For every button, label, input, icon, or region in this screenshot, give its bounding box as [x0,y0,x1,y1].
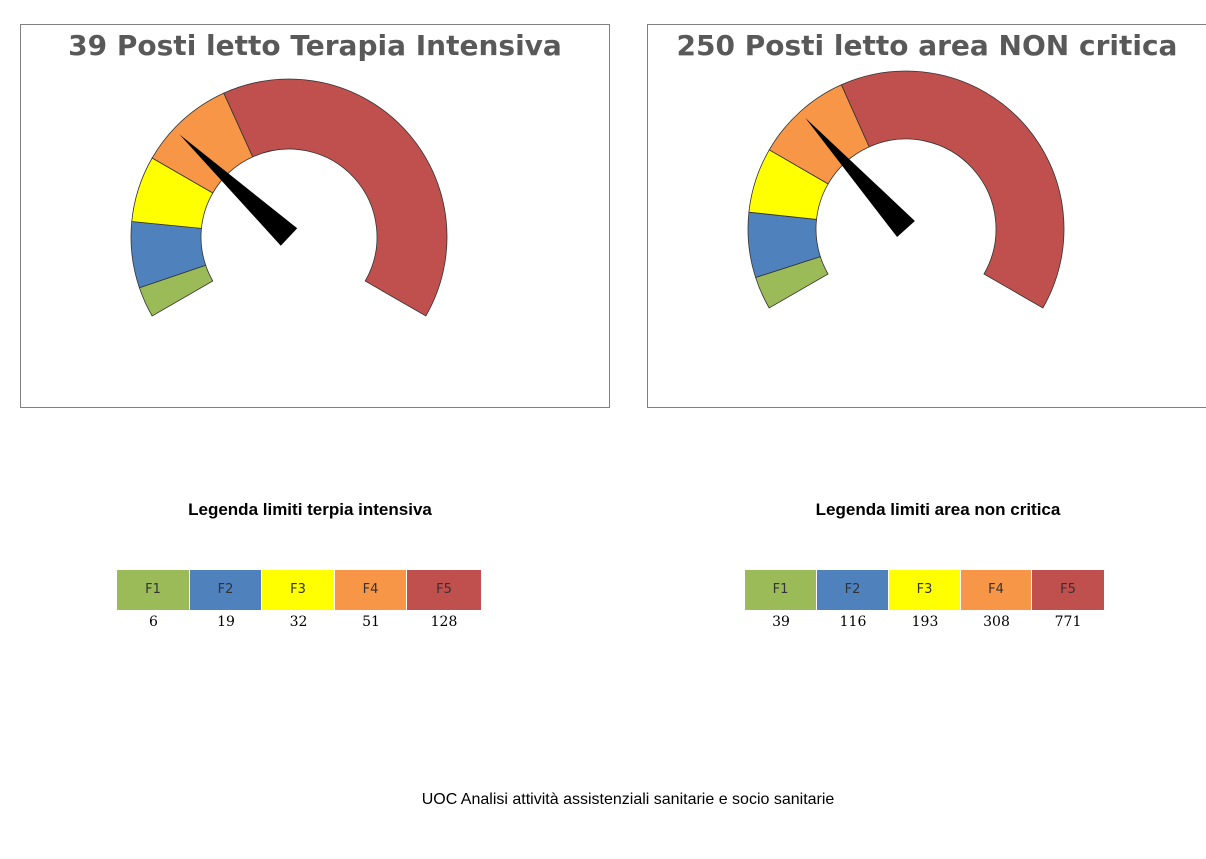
gauge-needle [179,134,298,246]
legend-table-intensive: F1 F2 F3 F4 F5 6 19 32 51 128 [117,570,481,634]
legend-value-f5: 771 [1054,614,1082,630]
gauge-band-f5 [223,78,448,317]
gauge-needle [805,117,915,238]
legend-value-f3: 32 [289,614,308,630]
footer-text: UOC Analisi attività assistenziali sanit… [421,791,835,808]
gauge-title: 39 Posti letto Terapia Intensiva [68,29,562,62]
legend-cell-f1: F1 [745,570,817,610]
legend-title-non-critical: Legenda limiti area non critica [815,500,1061,519]
legend-title-intensive: Legenda limiti terpia intensiva [188,500,432,519]
gauge-band-f5 [840,70,1065,309]
legend-cell-f2: F2 [190,570,262,610]
legend-cell-f2: F2 [817,570,889,610]
legend-value-f2: 19 [217,614,235,630]
gauge-title: 250 Posti letto area NON critica [676,29,1178,62]
legend-value-f1: 6 [149,614,158,630]
legend-value-f2: 116 [839,614,867,630]
gauge-panel-non-critical: 250 Posti letto area NON critica [647,24,1206,408]
legend-cell-f5: F5 [407,570,481,610]
legend-value-f3: 193 [911,614,939,630]
legend-value-f1: 39 [772,614,790,630]
gauge-panel-intensive: 39 Posti letto Terapia Intensiva [20,24,610,408]
legend-table-non-critical: F1 F2 F3 F4 F5 39 116 193 308 771 [745,570,1104,634]
legend-cell-f3: F3 [889,570,961,610]
legend-cell-f5: F5 [1032,570,1104,610]
legend-value-f4: 308 [983,614,1010,630]
legend-label-row: F1 F2 F3 F4 F5 [745,570,1104,610]
legend-value-row: 6 19 32 51 128 [117,610,481,634]
legend-cell-f4: F4 [961,570,1032,610]
gauge-chart-intensive [130,78,448,317]
legend-cell-f3: F3 [262,570,335,610]
legend-value-f5: 128 [430,614,458,630]
legend-value-row: 39 116 193 308 771 [745,610,1104,634]
legend-value-f4: 51 [362,614,380,630]
gauge-chart-non-critical [747,70,1065,309]
legend-cell-f1: F1 [117,570,190,610]
legend-cell-f4: F4 [335,570,407,610]
legend-label-row: F1 F2 F3 F4 F5 [117,570,481,610]
